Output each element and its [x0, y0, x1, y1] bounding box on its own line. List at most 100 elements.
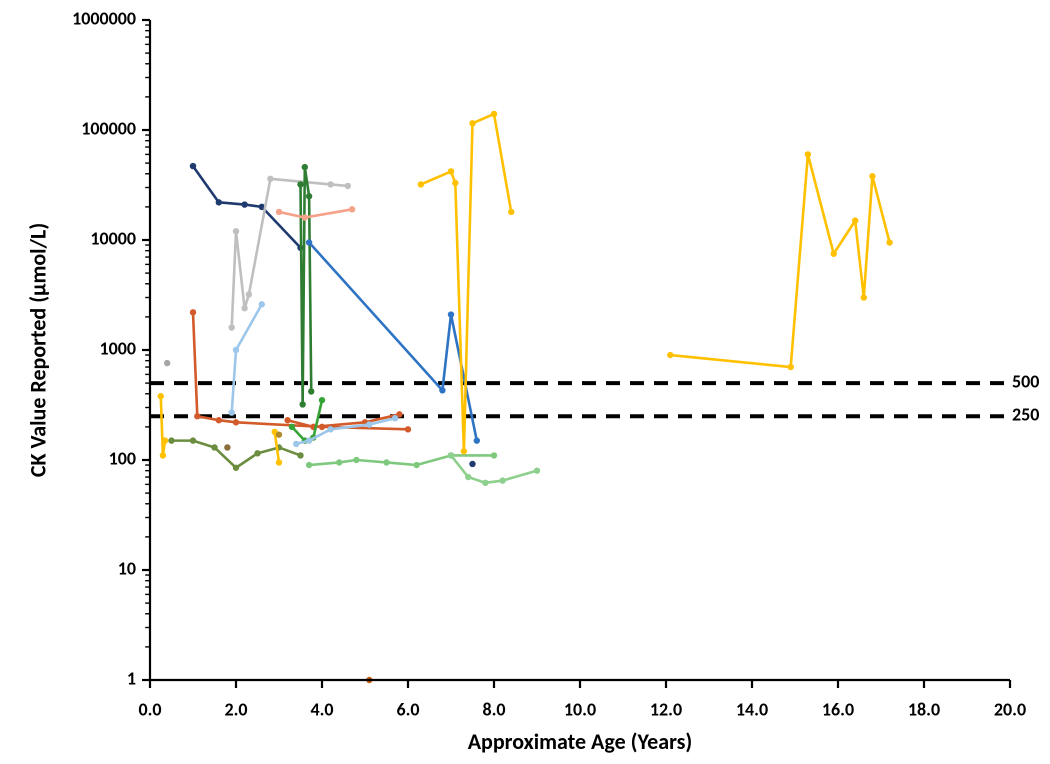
data-point [306, 462, 312, 468]
data-point [491, 452, 497, 458]
y-tick-label: 10000 [90, 227, 136, 249]
data-point [353, 457, 359, 463]
data-point [297, 181, 303, 187]
data-point [336, 459, 342, 465]
data-point [233, 347, 239, 353]
data-point [194, 413, 200, 419]
x-tick-label: 4.0 [310, 699, 333, 721]
x-tick-label: 8.0 [482, 699, 505, 721]
data-point [216, 199, 222, 205]
data-point [448, 168, 454, 174]
data-point [241, 305, 247, 311]
y-tick-label: 100000 [81, 117, 136, 139]
x-tick-label: 18.0 [908, 699, 940, 721]
data-point [327, 181, 333, 187]
data-point [469, 461, 475, 467]
y-tick-label: 10 [118, 557, 136, 579]
data-point [418, 181, 424, 187]
data-point [831, 251, 837, 257]
data-point [229, 324, 235, 330]
data-point [302, 164, 308, 170]
data-point [254, 450, 260, 456]
data-point [299, 401, 305, 407]
data-point [465, 474, 471, 480]
data-point [508, 209, 514, 215]
data-point [448, 452, 454, 458]
data-point [164, 360, 170, 366]
x-tick-label: 12.0 [650, 699, 682, 721]
y-tick-label: 1000000 [72, 7, 136, 29]
y-tick-label: 1000 [100, 337, 137, 359]
data-point [869, 173, 875, 179]
data-point [349, 206, 355, 212]
x-tick-label: 0.0 [138, 699, 161, 721]
data-point [886, 239, 892, 245]
data-point [461, 448, 467, 454]
data-point [469, 120, 475, 126]
data-point [233, 465, 239, 471]
data-point [327, 426, 333, 432]
data-point [267, 176, 273, 182]
data-point [499, 477, 505, 483]
data-point [405, 426, 411, 432]
y-axis-title: CK Value Reported (µmol/L) [24, 223, 51, 477]
data-point [667, 352, 673, 358]
data-point [392, 415, 398, 421]
data-point [366, 421, 372, 427]
data-point [241, 201, 247, 207]
data-point [224, 444, 230, 450]
data-point [302, 214, 308, 220]
data-point [284, 417, 290, 423]
data-point [308, 388, 314, 394]
data-point [491, 111, 497, 117]
x-tick-label: 16.0 [822, 699, 854, 721]
data-point [158, 393, 164, 399]
data-point [534, 467, 540, 473]
data-point [229, 409, 235, 415]
data-point [306, 193, 312, 199]
data-point [482, 480, 488, 486]
data-point [216, 417, 222, 423]
data-point [306, 437, 312, 443]
data-point [233, 419, 239, 425]
data-point [211, 444, 217, 450]
data-point [297, 452, 303, 458]
data-point [162, 437, 168, 443]
x-axis-title: Approximate Age (Years) [468, 728, 693, 755]
data-point [448, 311, 454, 317]
x-tick-label: 10.0 [564, 699, 596, 721]
y-tick-label: 1 [127, 667, 136, 689]
data-point [259, 301, 265, 307]
data-point [788, 364, 794, 370]
data-point [276, 431, 282, 437]
reference-line-label: 500 [1012, 370, 1039, 392]
data-point [439, 387, 445, 393]
x-tick-label: 6.0 [396, 699, 419, 721]
data-point [345, 183, 351, 189]
x-tick-label: 14.0 [736, 699, 768, 721]
data-point [474, 437, 480, 443]
data-point [413, 462, 419, 468]
data-point [246, 291, 252, 297]
chart-container: 1 10 100 1000 10000 100000 1000000 0.0 2.0 4.0 6.0… [0, 0, 1050, 764]
data-point [276, 209, 282, 215]
data-point [190, 163, 196, 169]
data-point [852, 217, 858, 223]
data-point [190, 437, 196, 443]
y-tick-label: 100 [109, 447, 136, 469]
data-point [168, 437, 174, 443]
data-point [861, 294, 867, 300]
data-point [160, 452, 166, 458]
data-point [452, 180, 458, 186]
ck-age-line-chart: 1 10 100 1000 10000 100000 1000000 0.0 2.0 4.0 6.0… [0, 0, 1050, 764]
data-point [383, 459, 389, 465]
x-tick-label: 20.0 [994, 699, 1026, 721]
data-point [289, 424, 295, 430]
data-point [276, 459, 282, 465]
data-point [293, 441, 299, 447]
data-point [233, 228, 239, 234]
x-tick-label: 2.0 [224, 699, 247, 721]
reference-line-label: 250 [1012, 404, 1039, 426]
data-point [190, 309, 196, 315]
data-point [306, 239, 312, 245]
